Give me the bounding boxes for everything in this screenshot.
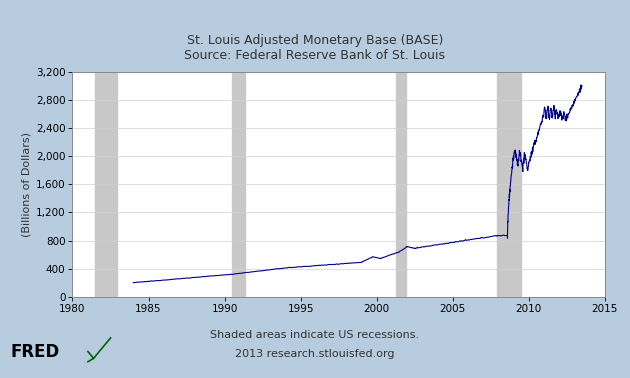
Text: St. Louis Adjusted Monetary Base (BASE): St. Louis Adjusted Monetary Base (BASE)	[187, 34, 443, 47]
Text: Shaded areas indicate US recessions.: Shaded areas indicate US recessions.	[210, 330, 420, 339]
Text: 2013 research.stlouisfed.org: 2013 research.stlouisfed.org	[235, 349, 395, 359]
Text: FRED: FRED	[11, 344, 60, 361]
Text: Source: Federal Reserve Bank of St. Louis: Source: Federal Reserve Bank of St. Loui…	[185, 50, 445, 62]
Bar	[497, 72, 521, 297]
Y-axis label: (Billions of Dollars): (Billions of Dollars)	[21, 132, 32, 237]
Bar	[232, 72, 245, 297]
Bar	[396, 72, 406, 297]
Bar	[95, 72, 117, 297]
